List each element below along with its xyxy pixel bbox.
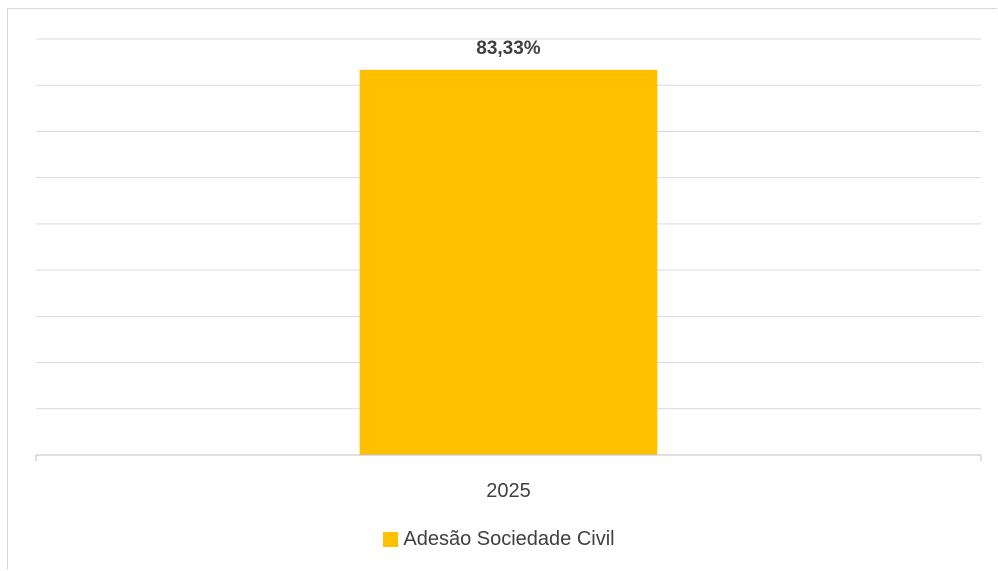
legend: Adesão Sociedade Civil [0,528,998,551]
legend-label: Adesão Sociedade Civil [403,528,615,550]
x-tick-label: 2025 [486,480,531,502]
legend-swatch [383,532,399,547]
data-labels: 83,33% [476,38,541,59]
chart-frame [7,8,997,570]
x-axis: 2025 [35,454,982,502]
data-label: 83,33% [476,38,541,59]
bars [359,69,658,455]
bar [359,69,658,455]
